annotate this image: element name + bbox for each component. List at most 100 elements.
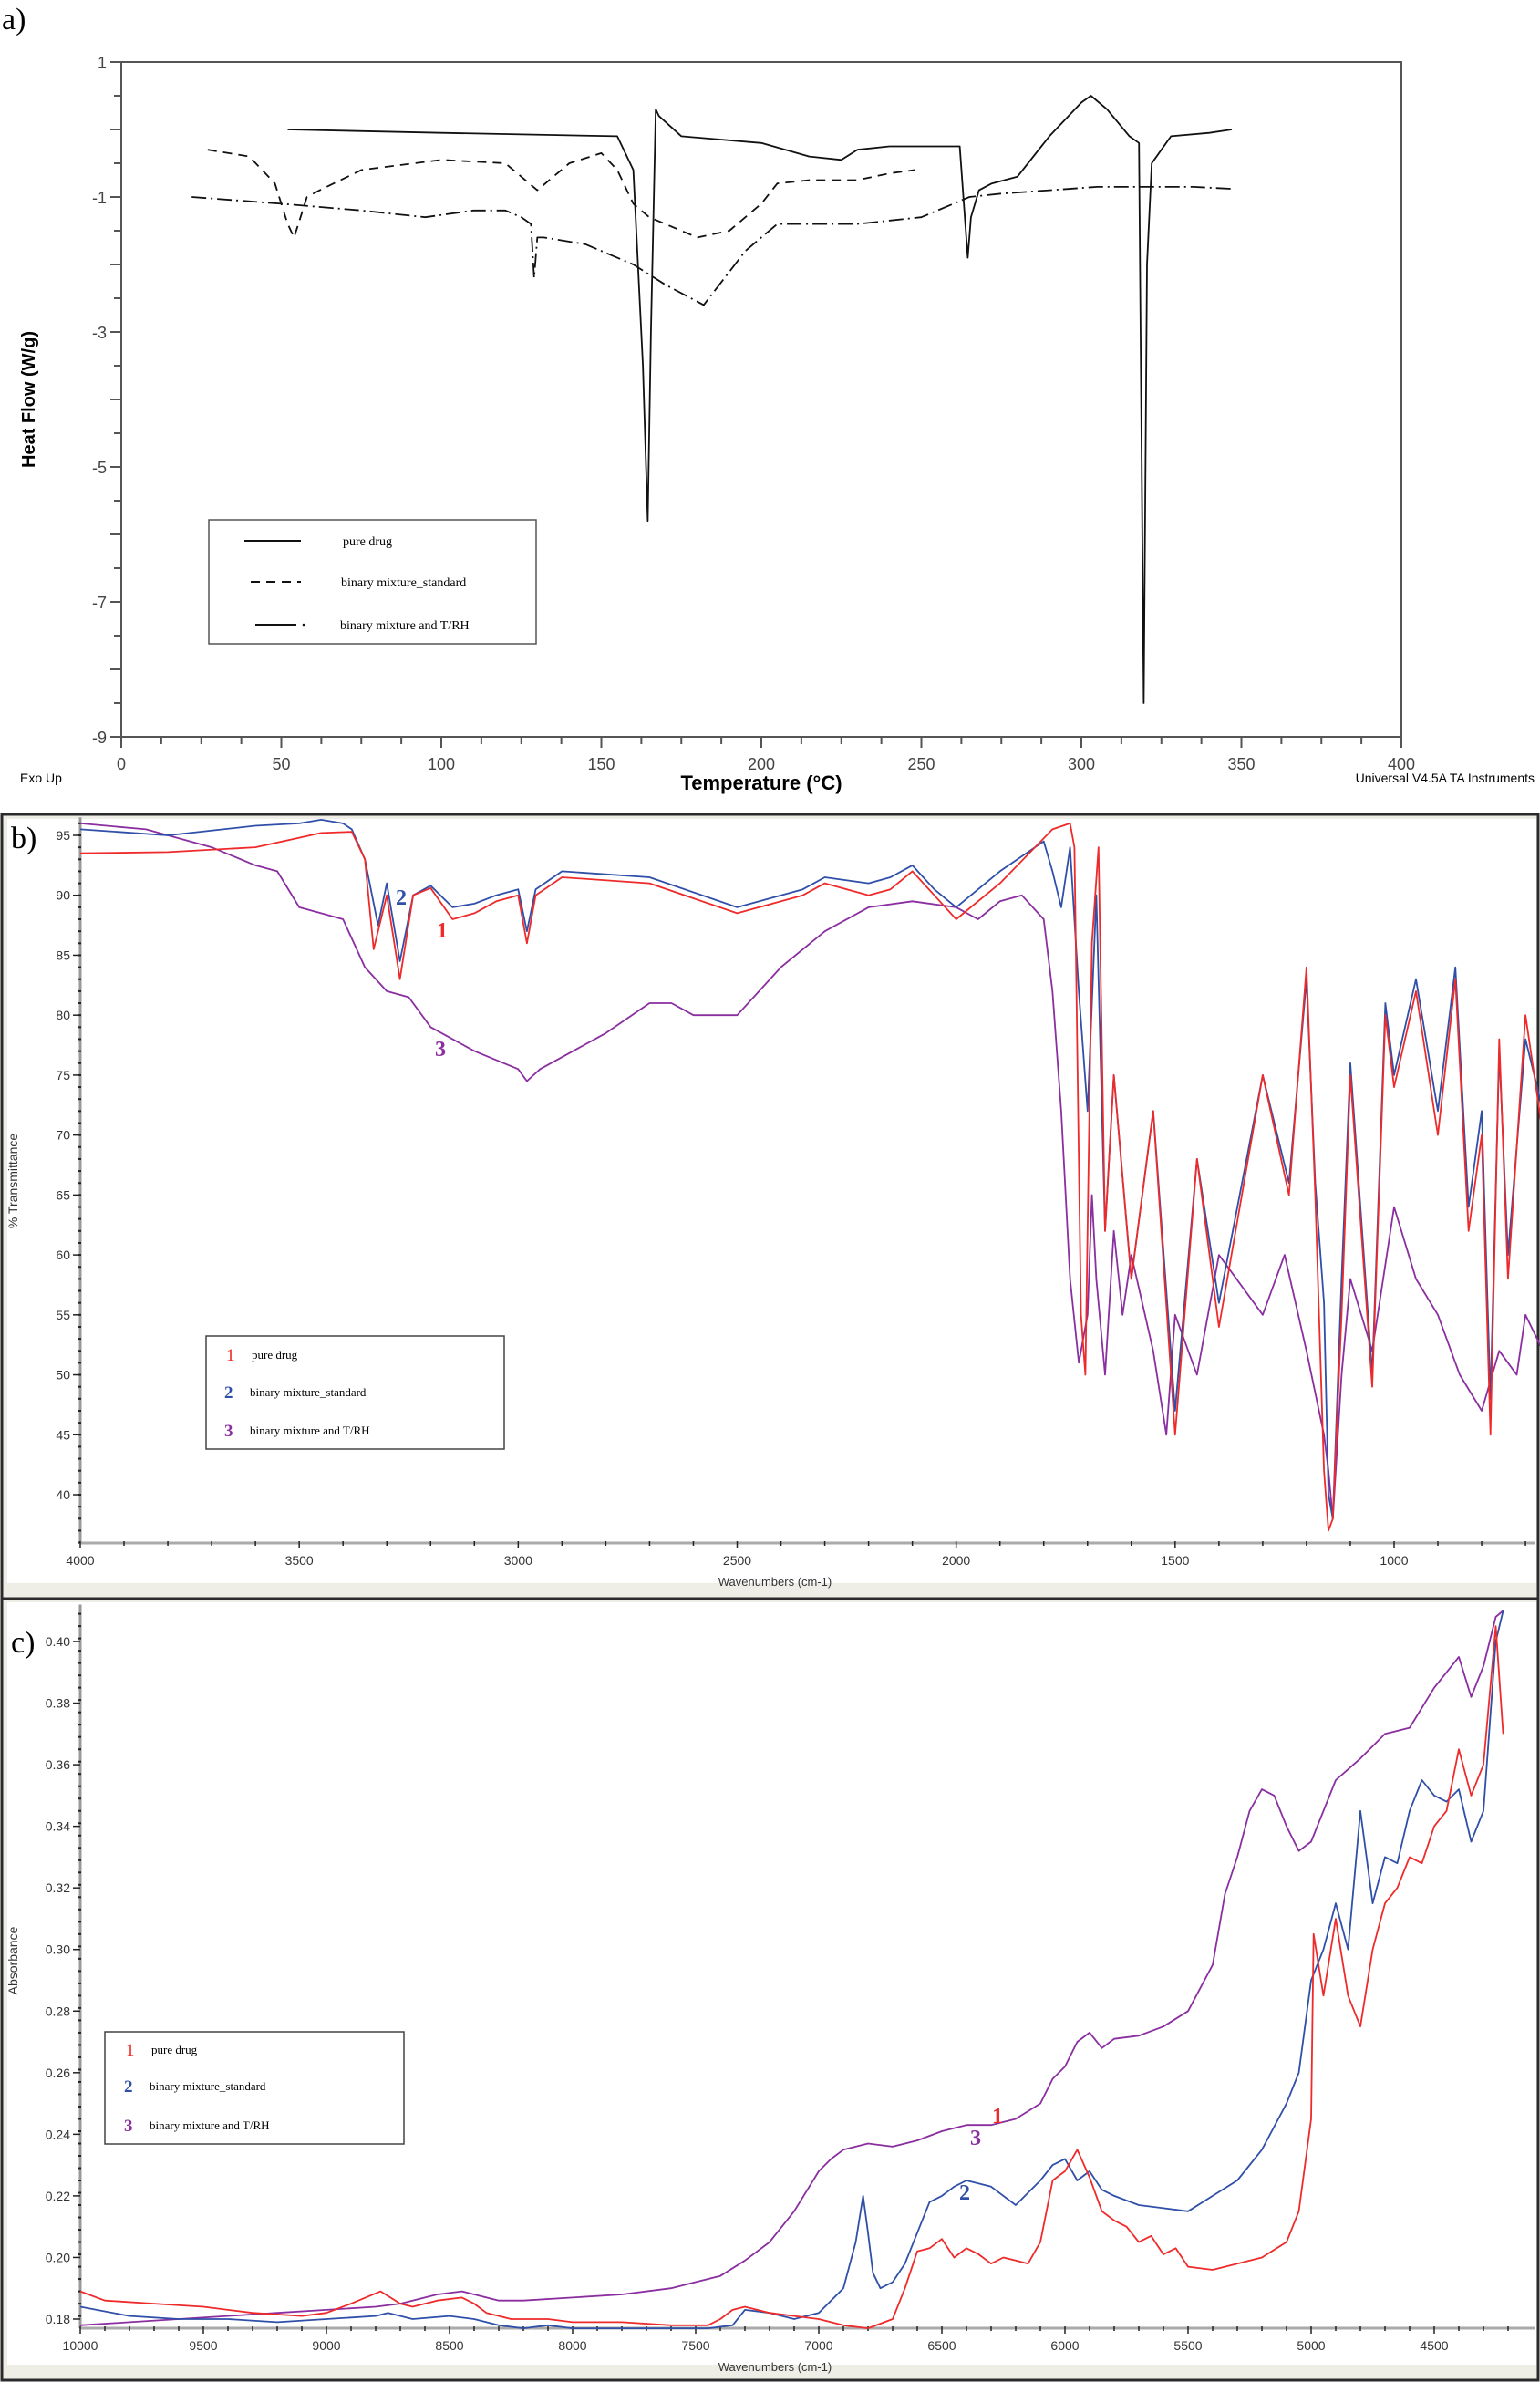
legend-label: binary mixture and T/RH — [250, 1424, 370, 1437]
x-tick-label: 5500 — [1173, 2338, 1202, 2353]
x-tick-label: 4500 — [1420, 2338, 1448, 2353]
curve-label-2: 2 — [959, 2181, 970, 2205]
panel-a-label: a) — [2, 3, 26, 36]
curve-label-1: 1 — [437, 919, 448, 943]
panel-c-plot-area — [7, 1602, 1536, 2365]
legend-number: 1 — [126, 2041, 135, 2060]
y-tick-label: -3 — [92, 324, 107, 342]
x-tick-label: 350 — [1227, 755, 1255, 773]
legend-label: binary mixture_standard — [341, 576, 466, 590]
y-tick-label: 85 — [56, 948, 70, 962]
legend-number: 3 — [124, 2117, 133, 2136]
y-tick-label: 1 — [98, 54, 107, 72]
y-tick-label: -5 — [92, 459, 107, 477]
panel-c-legend-box — [104, 2031, 405, 2145]
y-tick-label: 50 — [56, 1368, 70, 1383]
x-tick-label: 9500 — [189, 2338, 217, 2353]
x-tick-label: 3500 — [285, 1553, 314, 1568]
x-tick-label: 4000 — [66, 1553, 94, 1568]
y-tick-label: 45 — [56, 1427, 70, 1442]
software-version-annotation: Universal V4.5A TA Instruments — [1356, 771, 1535, 785]
x-tick-label: 7500 — [681, 2338, 709, 2353]
x-tick-label: 400 — [1388, 755, 1415, 773]
legend-number: 3 — [224, 1422, 233, 1441]
y-tick-label: -1 — [92, 189, 107, 207]
legend-label: pure drug — [252, 1348, 298, 1362]
x-tick-label: 6500 — [927, 2338, 956, 2353]
y-tick-label: 0.26 — [46, 2066, 70, 2080]
spectrum-curve-3 — [79, 1610, 1504, 2326]
y-tick-label: 65 — [56, 1187, 70, 1202]
y-tick-label: 0.22 — [46, 2189, 70, 2203]
panel-b-plot-area — [7, 819, 1536, 1583]
x-tick-label: 250 — [907, 755, 935, 773]
legend-label: binary mixture and T/RH — [340, 619, 470, 633]
dsc-curve-dash-dot — [191, 185, 1233, 306]
panel-a-x-axis: 0 50 100 150 200 250 300 350 400 — [117, 737, 1415, 773]
legend-label: binary mixture_standard — [250, 1385, 367, 1399]
y-tick-label: 90 — [56, 888, 70, 903]
panel-c-y-axis: 0.40 0.38 0.36 0.34 0.32 0.30 0.28 0.26 0.24 0.22… — [46, 1604, 82, 2328]
y-tick-label: 0.40 — [46, 1634, 70, 1649]
curve-label-3: 3 — [435, 1038, 446, 1062]
y-tick-label: 40 — [56, 1487, 70, 1502]
panel-b-x-axis-label: Wavenumbers (cm-1) — [718, 1575, 832, 1589]
panel-c-legend: 1 pure drug 2 binary mixture_standard 3 … — [104, 2031, 405, 2145]
x-tick-label: 1500 — [1161, 1553, 1189, 1568]
panel-b-y-axis-label: % Transmittance — [5, 1134, 20, 1228]
spectrum-curve-1 — [79, 823, 1540, 1532]
y-tick-label: -7 — [92, 594, 107, 612]
x-tick-label: 300 — [1068, 755, 1095, 773]
dsc-curve-solid — [287, 95, 1233, 704]
panel-c: 0.40 0.38 0.36 0.34 0.32 0.30 0.28 0.26 0.24 0.22… — [0, 1597, 1540, 2382]
spectrum-curve-3 — [79, 823, 1540, 1520]
y-tick-label: 0.38 — [46, 1696, 70, 1711]
panel-a-curves — [191, 95, 1233, 704]
y-tick-label: 95 — [56, 828, 70, 843]
legend-label: pure drug — [151, 2043, 198, 2056]
panel-b-x-axis: 4000 3500 3000 2500 2000 1500 1000 — [66, 1541, 1535, 1568]
panel-c-curves — [79, 1610, 1504, 2330]
legend-number: 1 — [226, 1346, 235, 1365]
exo-up-annotation: Exo Up — [20, 771, 62, 785]
x-tick-label: 9000 — [312, 2338, 340, 2353]
panel-a: a) 1-1-3-5-7-9 0 50 100 150 200 250 300 350 400 … — [2, 3, 1535, 794]
panel-b-legend: 1 pure drug 2 binary mixture_standard 3 … — [205, 1335, 505, 1450]
x-tick-label: 200 — [748, 755, 775, 773]
y-tick-label: 75 — [56, 1068, 70, 1082]
panel-a-legend: pure drug binary mixture_standard binary… — [208, 519, 537, 645]
legend-number: 2 — [124, 2077, 133, 2097]
y-tick-label: 0.32 — [46, 1880, 70, 1895]
curve-label-3: 3 — [970, 2127, 981, 2150]
panel-a-x-axis-label: Temperature (°C) — [680, 772, 842, 794]
panel-b-curves — [79, 819, 1540, 1532]
legend-label: pure drug — [343, 535, 392, 549]
x-tick-label: 50 — [272, 755, 290, 773]
y-tick-label: 0.36 — [46, 1757, 70, 1772]
dsc-curve-dashed — [207, 149, 915, 239]
spectrum-curve-1 — [79, 1625, 1504, 2330]
spectrum-curve-2 — [79, 1610, 1504, 2330]
legend-number: 2 — [224, 1383, 233, 1403]
panel-c-x-axis-label: Wavenumbers (cm-1) — [718, 2360, 832, 2374]
panel-b-legend-box — [205, 1335, 505, 1450]
y-tick-label: -9 — [92, 729, 107, 747]
panel-a-y-axis-label: Heat Flow (W/g) — [19, 331, 39, 468]
y-tick-label: 0.24 — [46, 2127, 70, 2141]
x-tick-label: 2500 — [723, 1553, 751, 1568]
legend-label: binary mixture and T/RH — [150, 2118, 270, 2132]
x-tick-label: 8500 — [435, 2338, 463, 2353]
x-tick-label: 3000 — [504, 1553, 532, 1568]
panel-c-label: c) — [11, 1626, 35, 1660]
y-tick-label: 60 — [56, 1248, 70, 1262]
y-tick-label: 55 — [56, 1308, 70, 1322]
panel-c-x-axis: 10000 9500 9000 8500 8000 7500 7000 6500 6000 550… — [63, 2326, 1535, 2353]
y-tick-label: 0.28 — [46, 2004, 70, 2018]
x-tick-label: 150 — [587, 755, 615, 773]
panel-b-y-axis: 95 90 85 80 75 70 65 60 55 50 45 40 — [56, 817, 82, 1544]
y-tick-label: 80 — [56, 1008, 70, 1022]
x-tick-label: 8000 — [558, 2338, 586, 2353]
x-tick-label: 6000 — [1050, 2338, 1079, 2353]
x-tick-label: 7000 — [804, 2338, 832, 2353]
